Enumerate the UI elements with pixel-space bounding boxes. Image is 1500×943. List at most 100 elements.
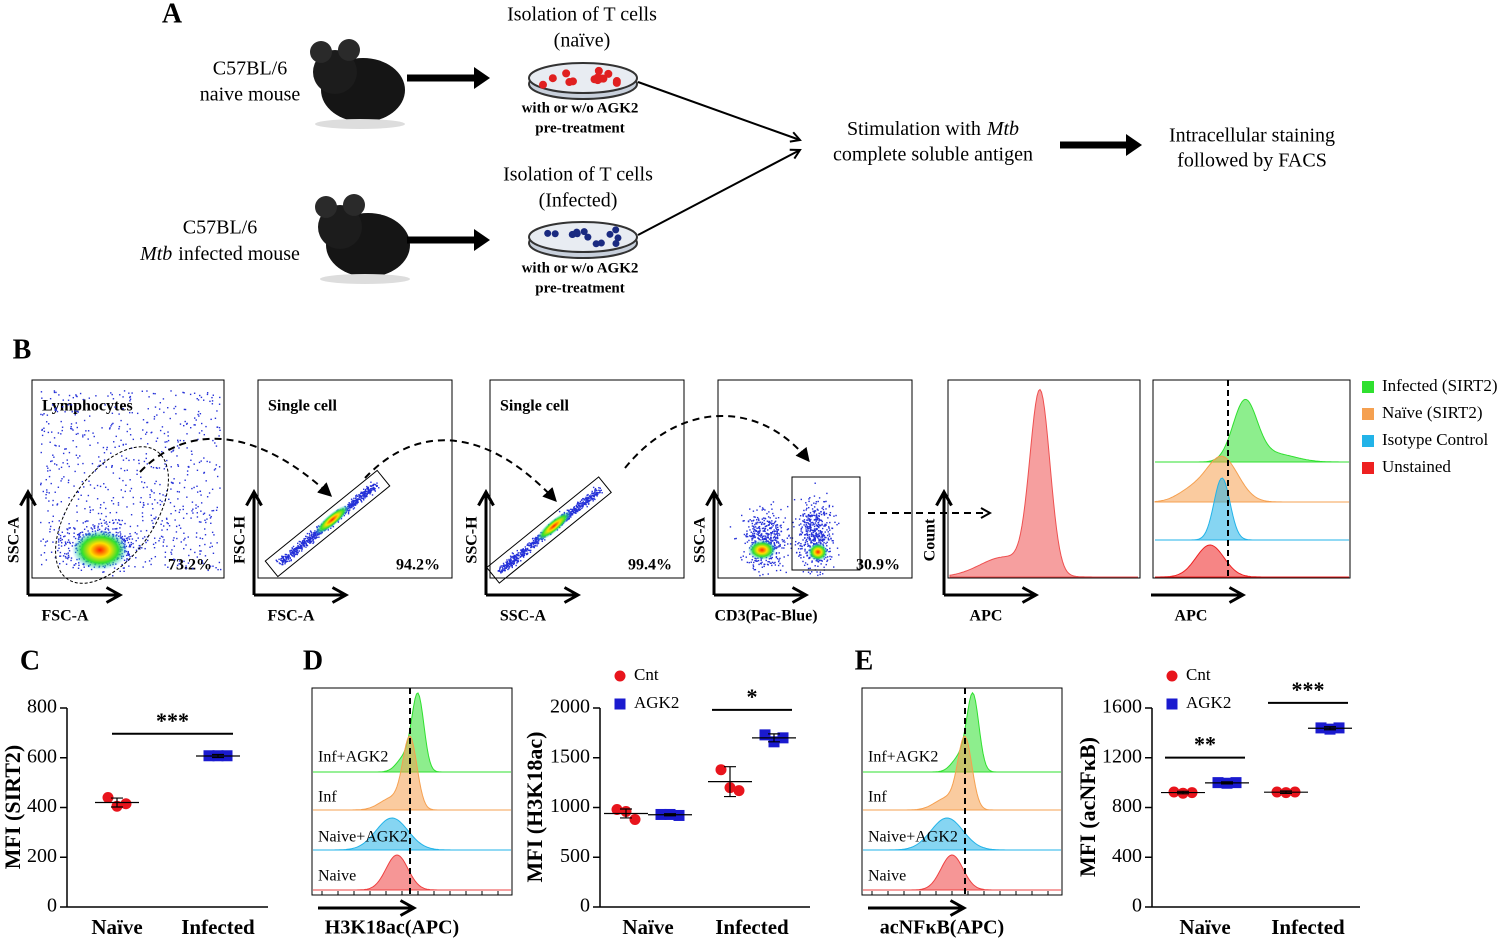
event-dot xyxy=(75,410,76,411)
event-dot xyxy=(305,546,306,547)
event-dot xyxy=(92,528,93,529)
event-dot xyxy=(129,479,130,480)
event-dot xyxy=(366,491,367,492)
event-dot xyxy=(84,529,85,530)
axis-label: APC xyxy=(970,608,1003,625)
event-dot xyxy=(192,512,193,513)
event-dot xyxy=(58,544,59,545)
event-dot xyxy=(297,543,298,544)
event-dot xyxy=(161,451,162,452)
event-dot xyxy=(790,543,791,544)
event-dot xyxy=(159,408,160,409)
event-dot xyxy=(818,501,819,502)
event-dot xyxy=(757,522,758,523)
event-dot xyxy=(153,393,154,394)
event-dot xyxy=(803,571,804,572)
event-dot xyxy=(769,521,770,522)
event-dot xyxy=(817,528,818,529)
event-dot xyxy=(767,521,768,522)
event-dot xyxy=(107,395,108,396)
event-dot xyxy=(287,554,288,555)
event-dot xyxy=(40,414,41,415)
event-dot xyxy=(784,541,785,542)
event-dot xyxy=(802,561,803,562)
event-dot xyxy=(816,571,817,572)
event-dot xyxy=(65,448,66,449)
event-dot xyxy=(297,545,298,546)
event-dot xyxy=(77,457,78,458)
event-dot xyxy=(582,498,583,499)
event-dot xyxy=(570,509,571,510)
event-dot xyxy=(58,534,59,535)
histogram-label: Naive xyxy=(318,868,356,885)
event-dot xyxy=(162,536,163,537)
event-dot xyxy=(65,556,66,557)
event-dot xyxy=(813,540,814,541)
event-dot xyxy=(821,524,822,525)
event-dot xyxy=(64,553,65,554)
event-dot xyxy=(575,511,576,512)
event-dot xyxy=(89,445,90,446)
event-dot xyxy=(303,543,304,544)
mouse-ear xyxy=(315,196,337,218)
event-dot xyxy=(131,488,132,489)
event-dot xyxy=(758,571,759,572)
event-dot xyxy=(760,522,761,523)
event-dot xyxy=(290,554,291,555)
event-dot xyxy=(47,540,48,541)
event-dot xyxy=(52,500,53,501)
event-dot xyxy=(816,515,817,516)
event-dot xyxy=(507,569,508,570)
event-dot xyxy=(355,498,356,499)
event-dot xyxy=(600,488,601,489)
event-dot xyxy=(173,408,174,409)
event-dot xyxy=(143,487,144,488)
event-dot xyxy=(348,512,349,513)
event-dot xyxy=(72,411,73,412)
event-dot xyxy=(838,554,839,555)
data-point xyxy=(121,798,132,809)
event-dot xyxy=(370,482,371,483)
event-dot xyxy=(281,564,282,565)
event-dot xyxy=(210,566,211,567)
event-dot xyxy=(361,493,362,494)
event-dot xyxy=(749,535,750,536)
event-dot xyxy=(49,528,50,529)
event-dot xyxy=(57,411,58,412)
event-dot xyxy=(201,397,202,398)
event-dot xyxy=(116,528,117,529)
event-dot xyxy=(171,549,172,550)
event-dot xyxy=(154,418,155,419)
event-dot xyxy=(808,568,809,569)
event-dot xyxy=(81,570,82,571)
event-dot xyxy=(829,535,830,536)
event-dot xyxy=(213,395,214,396)
event-dot xyxy=(805,502,806,503)
event-dot xyxy=(595,488,596,489)
axis-title: acNFκB(APC) xyxy=(880,917,1004,939)
event-dot xyxy=(47,470,48,471)
event-dot xyxy=(355,504,356,505)
event-dot xyxy=(766,513,767,514)
event-dot xyxy=(370,488,371,489)
event-dot xyxy=(788,535,789,536)
event-dot xyxy=(288,558,289,559)
event-dot xyxy=(61,545,62,546)
event-dot xyxy=(581,508,582,509)
event-dot xyxy=(114,447,115,448)
event-dot xyxy=(67,459,68,460)
event-dot xyxy=(98,523,99,524)
event-dot xyxy=(121,489,122,490)
event-dot xyxy=(197,556,198,557)
event-dot xyxy=(776,529,777,530)
axis-title: MFI (SIRT2) xyxy=(0,745,25,870)
event-dot xyxy=(833,566,834,567)
event-dot xyxy=(804,534,805,535)
event-dot xyxy=(806,533,807,534)
event-dot xyxy=(516,557,517,558)
event-dot xyxy=(771,520,772,521)
event-dot xyxy=(351,507,352,508)
event-dot xyxy=(824,501,825,502)
event-dot xyxy=(59,563,60,564)
event-dot xyxy=(122,497,123,498)
